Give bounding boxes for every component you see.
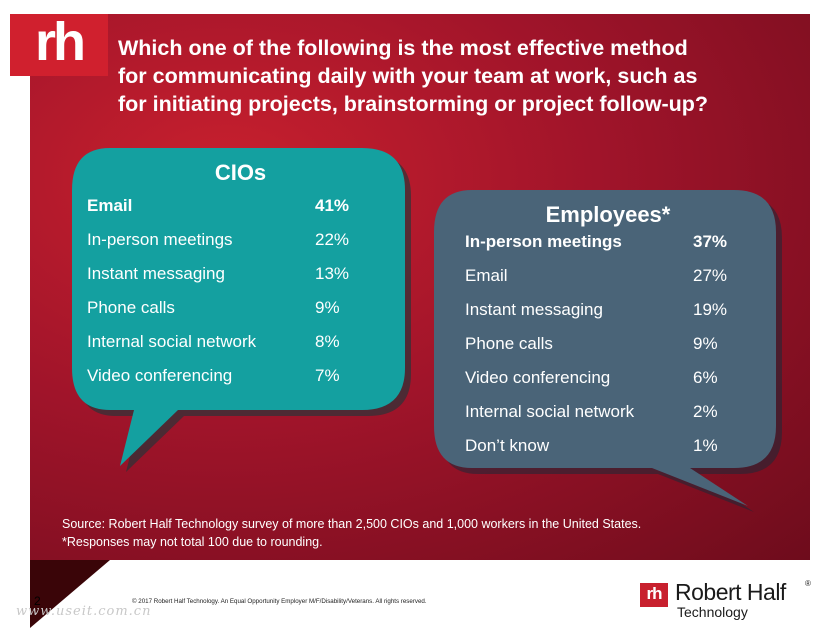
method-percent: 6% (693, 368, 718, 387)
method-percent: 22% (315, 230, 350, 249)
employees-bubble-shape (434, 190, 782, 512)
employees-bubble: Employees* In-person meetings 37% Email 27… (430, 186, 786, 512)
method-label: In-person meetings (465, 232, 622, 251)
list-item: Phone calls 9% (465, 334, 765, 368)
method-percent: 8% (315, 332, 340, 351)
brand-mark-text: rh (646, 584, 663, 603)
copyright-text: © 2017 Robert Half Technology. An Equal … (132, 598, 427, 605)
footnote-line: *Responses may not total 100 due to roun… (62, 535, 323, 549)
method-percent: 7% (315, 366, 340, 385)
method-label: Internal social network (465, 402, 635, 421)
brand-name: Robert Half (675, 579, 786, 605)
list-item: In-person meetings 37% (465, 232, 765, 266)
method-percent: 9% (315, 298, 340, 317)
method-percent: 13% (315, 264, 350, 283)
list-item: Phone calls 9% (87, 298, 387, 332)
page-number: 2 (34, 594, 41, 608)
method-label: Email (465, 266, 508, 285)
method-label: Don’t know (465, 436, 550, 455)
brand-subtitle: Technology (677, 604, 748, 620)
cios-list: Email 41% In-person meetings 22% Instant m… (87, 196, 387, 400)
list-item: Don’t know 1% (465, 436, 765, 470)
method-percent: 41% (315, 196, 350, 215)
method-label: In-person meetings (87, 230, 233, 249)
rh-logo-text: rh (35, 12, 86, 72)
cios-title: CIOs (214, 160, 267, 185)
method-label: Video conferencing (87, 366, 233, 385)
question-title: Which one of the following is the most e… (118, 34, 798, 118)
method-percent: 2% (693, 402, 718, 421)
list-item: Video conferencing 6% (465, 368, 765, 402)
method-percent: 1% (693, 436, 718, 455)
method-label: Phone calls (465, 334, 553, 353)
list-item: Instant messaging 19% (465, 300, 765, 334)
method-label: Email (87, 196, 133, 215)
method-label: Phone calls (87, 298, 175, 317)
question-line: Which one of the following is the most e… (118, 36, 688, 60)
employees-title: Employees* (545, 202, 671, 227)
list-item: Internal social network 8% (87, 332, 387, 366)
robert-half-brand-logo: rh Robert Half ® Technology (640, 577, 820, 621)
cios-bubble-shape (72, 148, 411, 472)
brand-mark-icon: rh (640, 583, 668, 607)
registered-mark: ® (805, 579, 811, 588)
list-item: Instant messaging 13% (87, 264, 387, 298)
question-line: for communicating daily with your team a… (118, 64, 698, 88)
list-item: In-person meetings 22% (87, 230, 387, 264)
cios-bubble: CIOs Email 41% In-person meetings 22% Inst… (68, 144, 413, 474)
list-item: Email 27% (465, 266, 765, 300)
method-percent: 19% (693, 300, 728, 319)
question-line: for initiating projects, brainstorming o… (118, 92, 709, 116)
method-percent: 27% (693, 266, 728, 285)
method-percent: 9% (693, 334, 718, 353)
list-item: Email 41% (87, 196, 387, 230)
source-line: Source: Robert Half Technology survey of… (62, 517, 642, 531)
source-note: Source: Robert Half Technology survey of… (62, 515, 641, 551)
method-percent: 37% (693, 232, 728, 251)
corner-accent-bottom (30, 560, 110, 628)
rh-logo: rh (10, 14, 108, 76)
method-label: Internal social network (87, 332, 257, 351)
employees-list: In-person meetings 37% Email 27% Instant m… (465, 232, 765, 470)
method-label: Instant messaging (87, 264, 225, 283)
watermark: www.useit.com.cn (16, 604, 152, 619)
method-label: Instant messaging (465, 300, 603, 319)
method-label: Video conferencing (465, 368, 611, 387)
list-item: Internal social network 2% (465, 402, 765, 436)
list-item: Video conferencing 7% (87, 366, 387, 400)
